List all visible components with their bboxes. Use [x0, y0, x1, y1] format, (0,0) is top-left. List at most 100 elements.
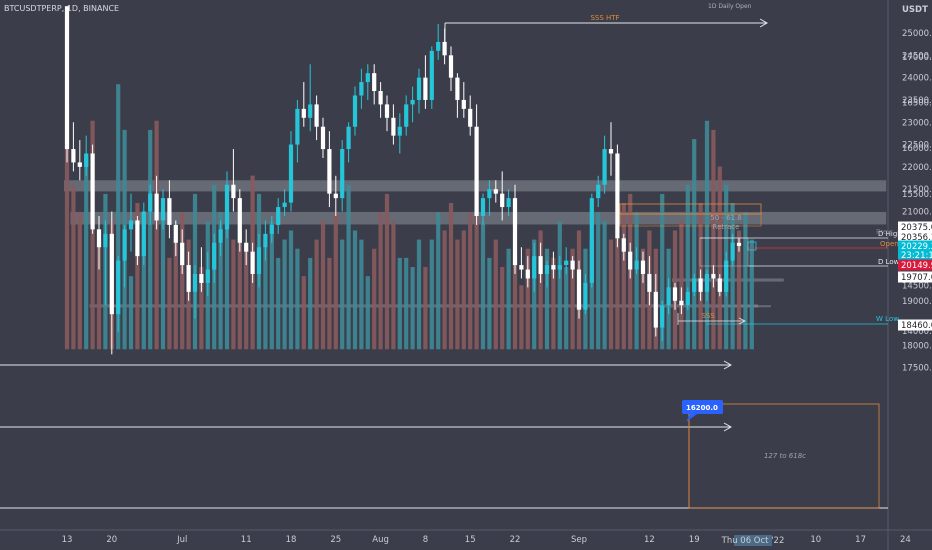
volume-bar: [263, 239, 268, 350]
candle-body: [128, 220, 134, 230]
volume-bar: [608, 239, 614, 350]
candle-body: [135, 220, 140, 257]
prev-day-label: Prev: [876, 228, 891, 236]
time-tick-label: 24: [900, 535, 911, 545]
time-tick-label: 22: [510, 535, 521, 545]
volume-bar: [116, 84, 121, 350]
volume-bar: [589, 239, 594, 350]
volume-bar: [96, 239, 102, 350]
price-tick-label: 24500.0: [902, 51, 932, 61]
volume-bar: [84, 157, 89, 350]
volume-bar: [384, 193, 390, 350]
volume-bar: [64, 102, 70, 350]
candle-body: [96, 229, 102, 248]
open-label: Open: [880, 240, 899, 248]
volume-bar: [301, 276, 306, 350]
volume-bar: [391, 221, 396, 350]
candle-body: [666, 287, 671, 306]
volume-bar: [448, 203, 454, 350]
candle-body: [71, 149, 76, 163]
volume-bar: [423, 267, 428, 350]
candle-body: [301, 108, 306, 118]
volume-bar: [148, 129, 153, 350]
candle-body: [109, 233, 114, 315]
d-low-label: D Low: [878, 258, 900, 266]
candle-body: [596, 184, 601, 199]
time-axis[interactable]: 1320Jul111825Aug81522Sep1219Oct101724Thu…: [62, 535, 911, 546]
time-tick-label: 10: [810, 535, 821, 545]
volume-bar: [570, 248, 575, 350]
candle-body: [295, 108, 300, 145]
candle-body: [237, 198, 242, 243]
candle-body: [154, 193, 159, 221]
candle-body: [359, 82, 364, 96]
candle-body: [583, 282, 588, 310]
volume-bar: [128, 276, 134, 350]
volume-bar: [717, 166, 722, 350]
price-badge-label: 20375.0: [901, 223, 932, 233]
candle-body: [474, 126, 479, 216]
volume-bar: [519, 285, 524, 350]
candle-body: [384, 104, 390, 118]
volume-bar: [77, 212, 82, 350]
volume-bar: [378, 212, 383, 350]
candle-body: [160, 198, 166, 221]
candle-body: [436, 41, 441, 51]
time-tick-label: 12: [644, 535, 655, 545]
volume-bar: [154, 120, 159, 350]
candle-body: [532, 256, 537, 279]
candle-body: [352, 95, 358, 127]
candle-body: [84, 153, 89, 167]
candle-body: [570, 260, 575, 270]
price-badge: [898, 221, 932, 233]
volume-tick-label: 16500.0: [902, 99, 932, 109]
candle-body: [634, 260, 639, 270]
candle-body: [186, 265, 191, 292]
volume-bar: [410, 267, 415, 350]
volume-bar: [730, 203, 735, 350]
price-badge: [898, 249, 932, 261]
candle-body: [212, 242, 217, 270]
time-tick-label: 13: [62, 535, 73, 545]
candle-body: [679, 300, 684, 306]
volume-tick-label: 15500.0: [902, 190, 932, 200]
price-badge: [898, 240, 932, 252]
candle-body: [538, 256, 543, 274]
price-axis[interactable]: 17500.018000.019000.019500.020000.020500…: [898, 5, 932, 374]
volume-bar: [173, 239, 178, 350]
volume-bar: [544, 248, 550, 350]
volume-bar: [288, 230, 294, 350]
candle-body: [199, 273, 204, 283]
candle-body: [711, 273, 716, 279]
time-tick-label: 17: [855, 535, 866, 545]
range-box: [699, 237, 749, 267]
price-badge-label: 19707.0: [901, 273, 932, 283]
candle-body: [372, 73, 377, 92]
time-tick-label: 15: [465, 535, 476, 545]
volume-bar: [538, 230, 543, 350]
volume-bar: [404, 257, 409, 350]
candle-body: [576, 269, 582, 310]
volume-tick-label: 14500.0: [902, 281, 932, 291]
sss-htf-label: SSS HTF: [590, 14, 619, 22]
volume-bar: [180, 212, 185, 350]
price-badge-label: 20229.2: [901, 242, 932, 252]
volume-bar: [442, 230, 447, 350]
current-date-badge: [734, 535, 772, 546]
volume-bar: [512, 257, 518, 350]
candle-body: [429, 50, 434, 100]
candle-body: [346, 126, 351, 150]
candle-body: [103, 233, 108, 248]
candle-body: [628, 251, 633, 270]
volume-bar: [749, 239, 754, 350]
candle-body: [269, 224, 274, 234]
retrace-range-label: 50 - 61.8: [710, 214, 741, 222]
candle-body: [205, 269, 210, 283]
volume-bar: [276, 257, 281, 350]
candle-body: [423, 77, 428, 100]
candle-body: [77, 162, 82, 167]
volume-bar: [359, 239, 364, 350]
candle-body: [602, 149, 607, 185]
